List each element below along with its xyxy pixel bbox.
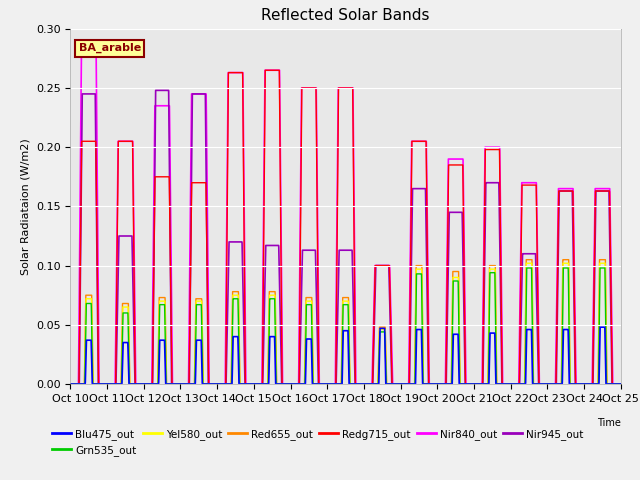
Nir840_out xyxy=(325,381,333,387)
Yel580_out xyxy=(166,381,173,387)
Blu475_out xyxy=(500,381,508,387)
Nir840_out xyxy=(500,381,508,387)
Red655_out xyxy=(438,381,446,387)
Nir945_out xyxy=(500,381,508,387)
Blu475_out xyxy=(469,381,477,387)
Nir840_out xyxy=(616,381,624,387)
Redg715_out xyxy=(261,67,269,73)
Line: Yel580_out: Yel580_out xyxy=(70,263,621,384)
Yel580_out xyxy=(522,260,530,266)
Nir945_out xyxy=(469,381,477,387)
Red655_out xyxy=(166,381,173,387)
Grn535_out xyxy=(166,381,173,387)
Grn535_out xyxy=(523,265,531,271)
Nir840_out xyxy=(67,381,74,387)
Line: Grn535_out: Grn535_out xyxy=(70,268,621,384)
Grn535_out xyxy=(469,381,477,387)
Nir945_out xyxy=(617,381,625,387)
Y-axis label: Solar Radiataion (W/m2): Solar Radiataion (W/m2) xyxy=(20,138,30,275)
Red655_out xyxy=(522,257,530,263)
Nir840_out xyxy=(77,44,85,49)
Redg715_out xyxy=(166,177,173,183)
Line: Red655_out: Red655_out xyxy=(70,260,621,384)
Red655_out xyxy=(500,381,508,387)
Blu475_out xyxy=(67,381,74,387)
Nir840_out xyxy=(438,381,446,387)
Redg715_out xyxy=(67,381,74,387)
Yel580_out xyxy=(325,381,333,387)
Redg715_out xyxy=(438,381,446,387)
Line: Nir840_out: Nir840_out xyxy=(70,47,621,384)
Yel580_out xyxy=(67,381,74,387)
Redg715_out xyxy=(469,381,477,387)
Blu475_out xyxy=(616,381,624,387)
Nir945_out xyxy=(166,164,173,170)
Grn535_out xyxy=(617,381,625,387)
Grn535_out xyxy=(500,381,508,387)
Yel580_out xyxy=(616,381,624,387)
Yel580_out xyxy=(617,381,625,387)
Redg715_out xyxy=(500,381,508,387)
Nir840_out xyxy=(617,381,625,387)
Nir945_out xyxy=(67,381,74,387)
Line: Redg715_out: Redg715_out xyxy=(70,70,621,384)
Legend: Blu475_out, Grn535_out, Yel580_out, Red655_out, Redg715_out, Nir840_out, Nir945_: Blu475_out, Grn535_out, Yel580_out, Red6… xyxy=(48,425,588,460)
Grn535_out xyxy=(325,381,333,387)
Red655_out xyxy=(469,381,477,387)
Red655_out xyxy=(616,381,624,387)
Title: Reflected Solar Bands: Reflected Solar Bands xyxy=(261,9,430,24)
Nir945_out xyxy=(325,381,333,387)
Grn535_out xyxy=(438,381,446,387)
Text: BA_arable: BA_arable xyxy=(79,43,141,53)
Blu475_out xyxy=(617,381,625,387)
Redg715_out xyxy=(617,381,625,387)
Blu475_out xyxy=(596,324,604,330)
Nir945_out xyxy=(616,381,624,387)
Line: Nir945_out: Nir945_out xyxy=(70,90,621,384)
Nir945_out xyxy=(152,87,159,93)
Nir840_out xyxy=(166,103,173,108)
Red655_out xyxy=(325,381,333,387)
Redg715_out xyxy=(616,381,624,387)
Text: Time: Time xyxy=(597,418,621,428)
Red655_out xyxy=(617,381,625,387)
Blu475_out xyxy=(325,381,333,387)
Grn535_out xyxy=(67,381,74,387)
Blu475_out xyxy=(438,381,446,387)
Grn535_out xyxy=(616,381,624,387)
Yel580_out xyxy=(438,381,446,387)
Yel580_out xyxy=(469,381,477,387)
Blu475_out xyxy=(166,381,173,387)
Red655_out xyxy=(67,381,74,387)
Nir945_out xyxy=(438,381,446,387)
Yel580_out xyxy=(500,381,508,387)
Redg715_out xyxy=(325,381,333,387)
Line: Blu475_out: Blu475_out xyxy=(70,327,621,384)
Nir840_out xyxy=(469,381,477,387)
